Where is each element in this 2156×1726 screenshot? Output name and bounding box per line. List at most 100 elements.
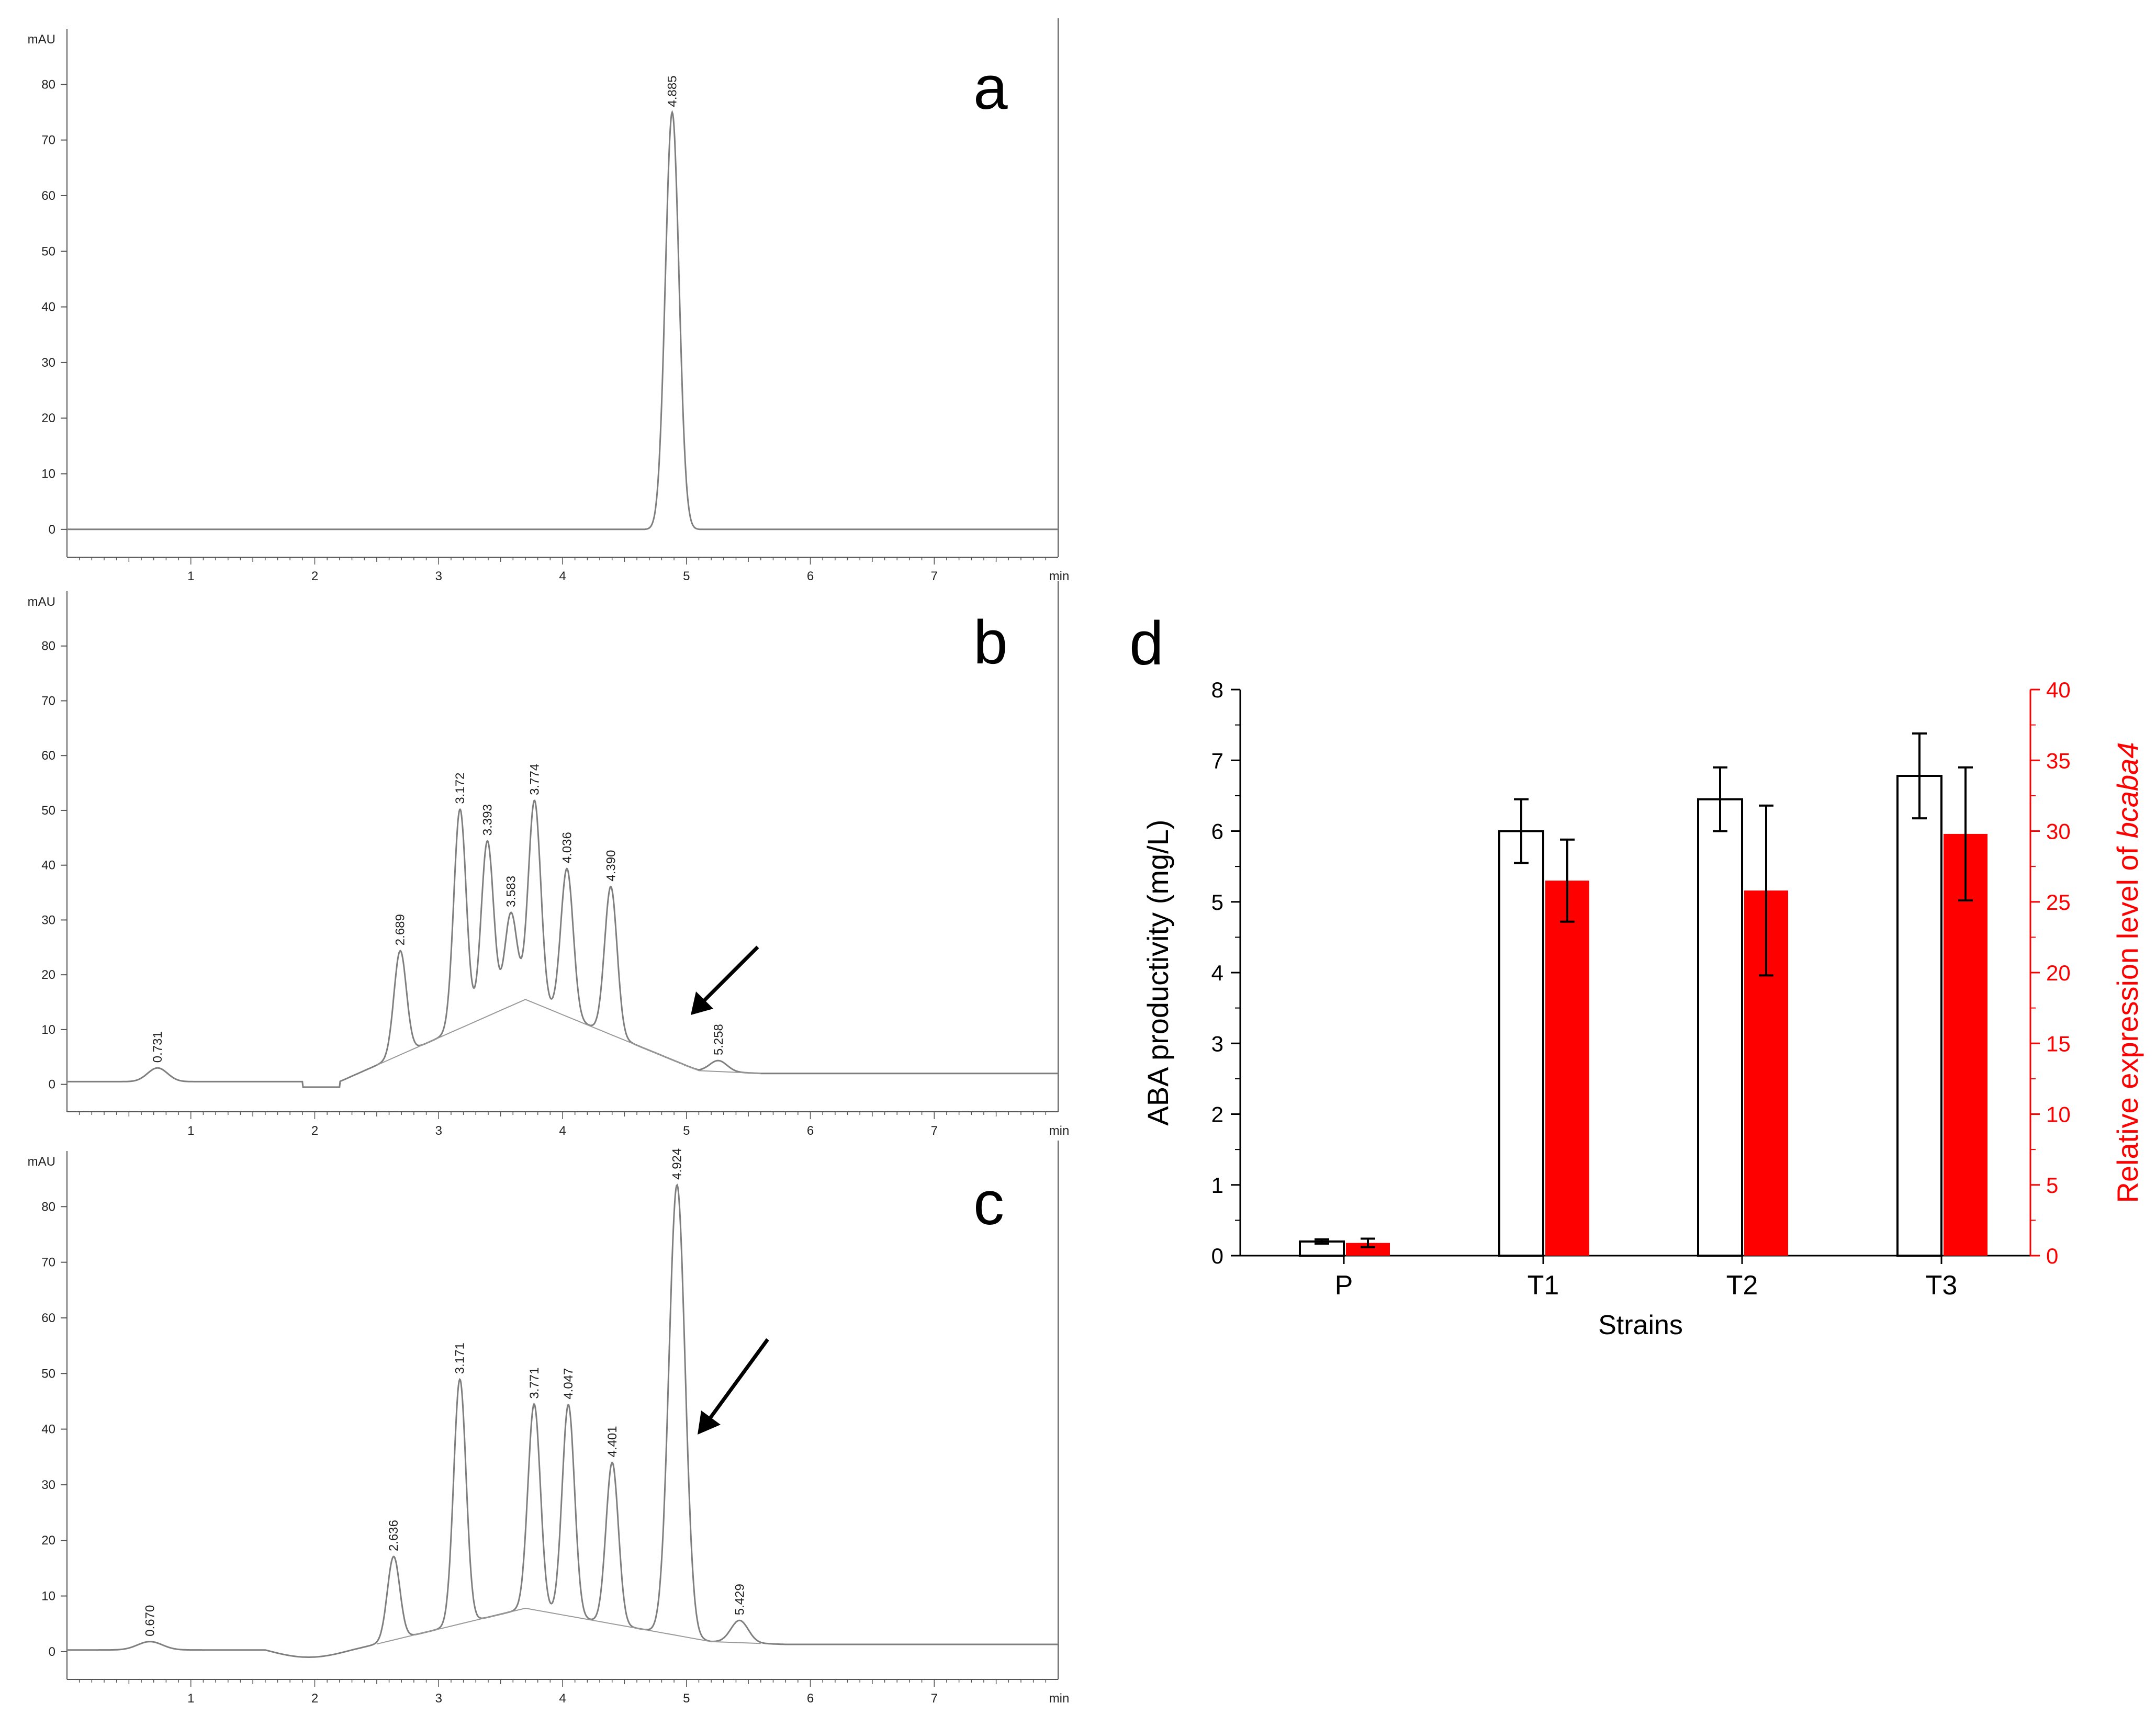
peak-label: 2.636 [387,1520,401,1551]
left-tick-label: 8 [1211,678,1223,702]
right-tick-label: 20 [2046,961,2071,985]
y-tick-label: 50 [41,1367,55,1381]
panel-label-b: b [973,608,1008,677]
y-tick-label: 30 [41,1478,55,1492]
y-unit-label: mAU [28,595,55,609]
y-tick-label: 60 [41,749,55,763]
arrow-c [698,1338,769,1435]
y-tick-label: 80 [41,639,55,653]
x-tick-label: 2 [311,569,318,583]
bar-aba-productivity [1896,775,1942,1257]
chromatogram-panel-a: mAU 0 10 20 30 40 50 60 70 80 1 2 3 4 5 6 7 min 4.885 [28,18,1070,583]
x-tick-label: 3 [435,1124,442,1138]
x-tick-label: 7 [931,1691,938,1706]
x-tick-label: 7 [931,569,938,583]
left-tick-label: 2 [1211,1102,1223,1127]
x-tick-label: 6 [807,1124,814,1138]
peak-label: 0.731 [151,1031,165,1063]
peak-label: 4.924 [670,1148,684,1180]
x-tick-label: 2 [311,1691,318,1706]
y-axis-label-right-prefix: Relative expression level of [2111,838,2144,1203]
x-tick-label: 5 [683,1691,690,1706]
y-tick-label: 0 [49,523,55,537]
y-tick-label: 10 [41,1023,55,1037]
right-tick-label: 30 [2046,819,2071,844]
panel-label-c: c [973,1169,1004,1238]
y-tick-label: 50 [41,244,55,258]
bar-bcaba4-expression [1944,833,1987,1256]
x-unit-label: min [1049,569,1070,583]
x-tick-label: 3 [435,1691,442,1706]
x-tick-label: 6 [807,1691,814,1706]
x-tick-label: 5 [683,569,690,583]
x-tick-label: 3 [435,569,442,583]
chromatogram-trace [67,1183,1058,1658]
y-tick-label: 20 [41,1533,55,1548]
bar-aba-productivity [1697,798,1743,1257]
y-tick-label: 70 [41,694,55,708]
peak-label: 0.670 [143,1605,158,1637]
right-tick-label: 40 [2046,678,2071,702]
left-tick-label: 5 [1211,890,1223,915]
panel-label-d: d [1129,609,1164,678]
y-tick-label: 10 [41,467,55,481]
peak-label: 5.258 [712,1024,726,1055]
x-tick-label: 2 [311,1124,318,1138]
right-tick-label: 15 [2046,1031,2071,1056]
y-tick-label: 80 [41,77,55,92]
right-tick-label: 35 [2046,748,2071,773]
peak-label: 3.583 [504,876,518,907]
peak-label: 4.390 [604,850,618,882]
category-label: T3 [1926,1270,1958,1301]
bar-aba-productivity [1498,830,1544,1257]
arrow-b [691,945,759,1015]
integration-baseline [376,999,761,1074]
y-tick-label: 70 [41,1256,55,1270]
y-tick-label: 10 [41,1589,55,1604]
peak-label: 3.393 [480,804,495,836]
right-tick-label: 0 [2046,1244,2058,1268]
peak-label: 3.172 [453,773,467,804]
x-axis-label: Strains [1598,1310,1683,1340]
peak-label: 4.047 [562,1368,576,1400]
peak-label: 3.771 [527,1368,542,1399]
x-unit-label: min [1049,1124,1070,1138]
y-tick-label: 40 [41,859,55,873]
x-tick-label: 5 [683,1124,690,1138]
bar-bcaba4-expression [1545,881,1589,1256]
right-tick-label: 5 [2046,1173,2058,1198]
category-label: P [1335,1270,1353,1301]
peak-label: 2.689 [394,914,408,945]
panel-label-a: a [973,53,1008,122]
y-tick-label: 30 [41,356,55,370]
x-tick-label: 1 [187,569,194,583]
y-tick-label: 80 [41,1200,55,1214]
x-tick-label: 4 [559,1691,566,1706]
peak-label: 4.036 [560,832,575,863]
y-tick-label: 30 [41,913,55,927]
left-tick-label: 0 [1211,1244,1223,1268]
y-unit-label: mAU [28,32,55,47]
left-tick-label: 3 [1211,1031,1223,1056]
y-axis-label-left: ABA productivity (mg/L) [1141,819,1174,1125]
peak-label: 3.774 [527,764,542,795]
peak-label: 4.401 [605,1426,620,1457]
y-unit-label: mAU [28,1155,55,1169]
y-tick-label: 70 [41,133,55,148]
y-tick-label: 20 [41,968,55,982]
x-tick-label: 7 [931,1124,938,1138]
category-label: T1 [1528,1270,1559,1301]
bar-chart-panel-d: 0 1 2 3 4 5 6 7 8 0 5 10 15 20 25 30 35 40 P T1 T2 T3 Strains A… [1141,678,2144,1340]
x-tick-label: 1 [187,1124,194,1138]
y-tick-label: 50 [41,804,55,818]
chromatogram-trace [67,110,1058,531]
x-unit-label: min [1049,1691,1070,1706]
y-tick-label: 0 [49,1078,55,1092]
y-tick-label: 0 [49,1645,55,1659]
left-tick-label: 6 [1211,819,1223,844]
category-label: T2 [1726,1270,1758,1301]
x-tick-label: 4 [559,569,566,583]
x-tick-label: 4 [559,1124,566,1138]
y-axis-label-right-gene: bcaba4 [2111,742,2144,839]
